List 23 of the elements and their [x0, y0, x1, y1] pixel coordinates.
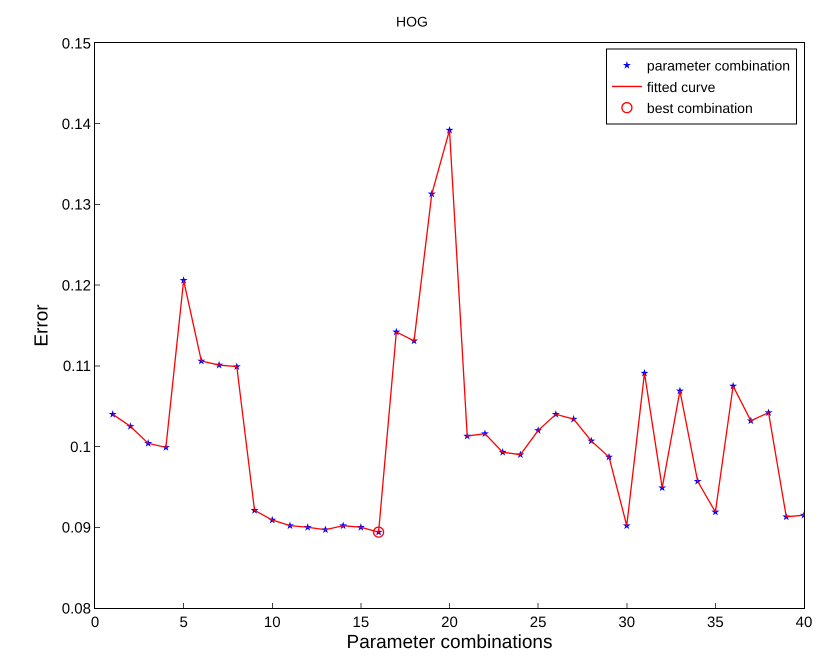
- x-axis-title: Parameter combinations: [346, 632, 552, 653]
- y-tick-label: 0.11: [62, 358, 91, 376]
- x-tick-label: 25: [530, 614, 546, 631]
- x-tick-label: 35: [707, 614, 724, 631]
- y-tick-label: 0.15: [62, 35, 91, 52]
- x-tick-label: 30: [618, 614, 636, 631]
- y-tick-label: 0.13: [62, 196, 91, 214]
- legend-label: fitted curve: [646, 78, 716, 95]
- y-tick-label: 0.1: [70, 438, 91, 456]
- x-tick-label: 20: [441, 614, 458, 631]
- y-tick-label: 0.12: [62, 277, 91, 294]
- y-tick-label: 0.09: [62, 520, 91, 537]
- y-tick-label: 0.08: [62, 600, 91, 618]
- x-tick-label: 15: [352, 614, 370, 631]
- y-axis-title: Error: [32, 304, 53, 347]
- x-tick-label: 10: [264, 614, 281, 631]
- legend-label: best combination: [646, 100, 753, 116]
- chart-title: HOG: [396, 14, 428, 30]
- y-tick-label: 0.14: [62, 116, 91, 133]
- x-tick-label: 5: [179, 614, 188, 631]
- x-tick-label: 40: [796, 614, 812, 631]
- legend-label: parameter combination: [646, 58, 790, 74]
- x-tick-label: 0: [90, 614, 100, 631]
